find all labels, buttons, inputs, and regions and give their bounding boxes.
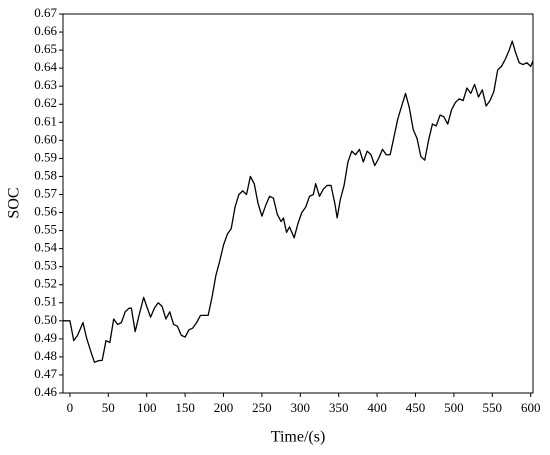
y-tick-label: 0.60	[34, 131, 57, 146]
x-tick-label: 250	[252, 400, 272, 415]
plot-frame	[62, 13, 534, 394]
x-tick-label: 50	[102, 400, 115, 415]
x-tick-label: 100	[137, 400, 157, 415]
x-tick-label: 200	[214, 400, 234, 415]
y-tick-label: 0.56	[34, 204, 57, 219]
x-tick-label: 450	[406, 400, 426, 415]
y-tick-label: 0.59	[34, 149, 57, 164]
y-tick-label: 0.53	[34, 258, 57, 273]
x-tick-label: 500	[444, 400, 464, 415]
x-tick-label: 350	[329, 400, 349, 415]
x-tick-label: 600	[521, 400, 541, 415]
y-tick-label: 0.67	[34, 5, 57, 20]
y-tick-label: 0.46	[34, 384, 57, 399]
x-tick-label: 150	[175, 400, 195, 415]
y-tick-label: 0.64	[34, 59, 57, 74]
y-tick-label: 0.61	[34, 113, 57, 128]
x-tick-label: 550	[483, 400, 503, 415]
data-line	[63, 40, 534, 363]
x-tick-label: 0	[67, 400, 74, 415]
y-tick-label: 0.54	[34, 240, 57, 255]
x-tick-label: 300	[291, 400, 311, 415]
y-tick-label: 0.55	[34, 222, 57, 237]
y-tick-label: 0.52	[34, 276, 57, 291]
y-tick-label: 0.62	[34, 95, 57, 110]
y-tick-label: 0.66	[34, 23, 57, 38]
y-tick-label: 0.50	[34, 312, 57, 327]
y-tick-label: 0.48	[34, 348, 57, 363]
x-tick-label: 400	[367, 400, 387, 415]
y-tick-label: 0.47	[34, 366, 57, 381]
y-axis-label: SOC	[6, 187, 23, 218]
y-tick-label: 0.65	[34, 41, 57, 56]
y-tick-label: 0.49	[34, 330, 57, 345]
y-tick-label: 0.63	[34, 77, 57, 92]
y-tick-label: 0.51	[34, 294, 57, 309]
x-axis-label: Time/(s)	[271, 429, 326, 446]
y-tick-label: 0.57	[34, 185, 57, 200]
y-tick-label: 0.58	[34, 167, 57, 182]
